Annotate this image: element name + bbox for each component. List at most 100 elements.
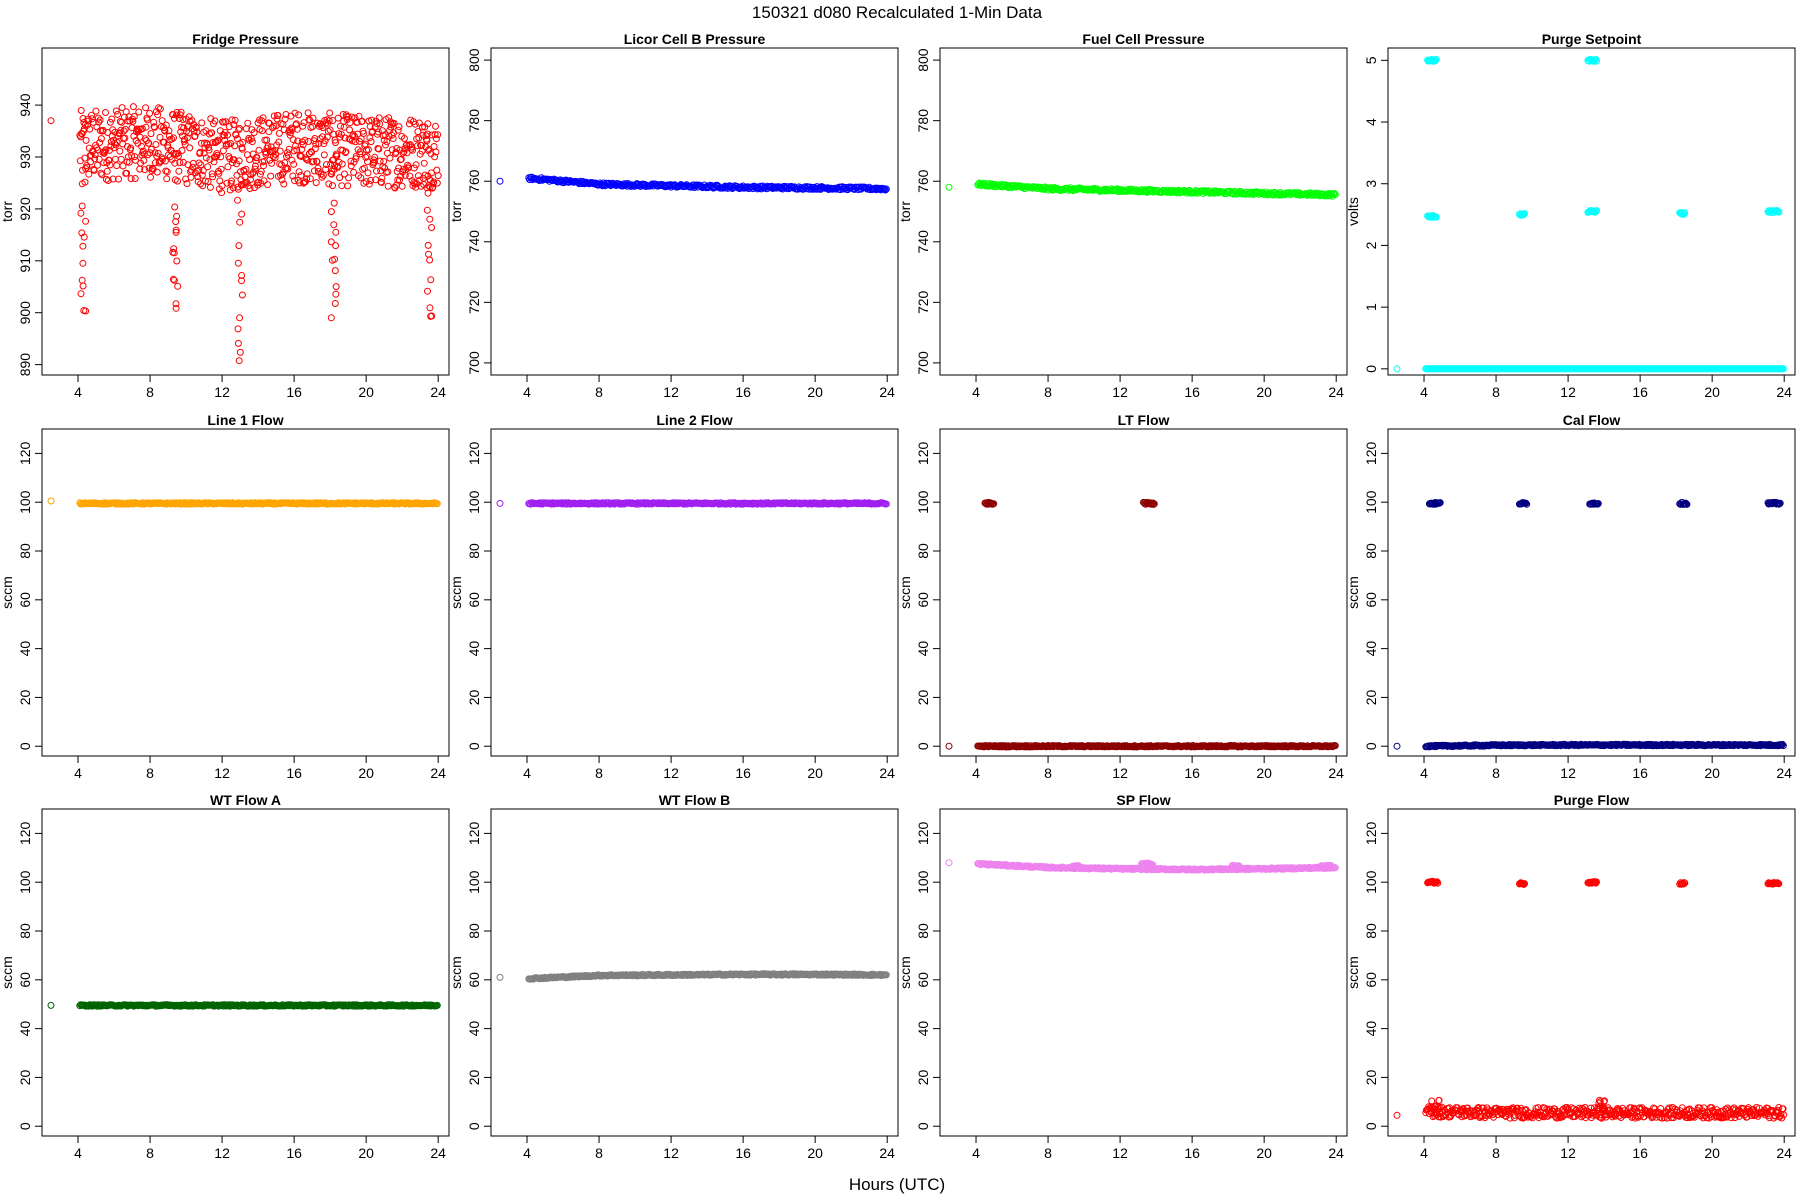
data-point xyxy=(264,142,272,150)
data-point xyxy=(225,123,233,131)
data-point xyxy=(358,117,366,125)
data-point xyxy=(189,163,197,171)
y-tick-label: 40 xyxy=(915,641,931,657)
data-point xyxy=(390,119,398,127)
data-point xyxy=(106,161,114,169)
y-tick-label: 120 xyxy=(1363,442,1379,466)
data-point xyxy=(230,156,238,164)
plot-frame xyxy=(490,47,899,376)
data-point xyxy=(172,218,180,226)
data-point xyxy=(382,141,389,149)
data-point xyxy=(346,126,353,134)
data-point xyxy=(144,151,152,159)
x-tick-label: 16 xyxy=(1632,765,1648,781)
data-point xyxy=(146,109,154,117)
x-tick-label: 24 xyxy=(1776,765,1792,781)
y-tick-label: 0 xyxy=(17,1122,33,1130)
data-point xyxy=(310,158,317,165)
data-point xyxy=(411,180,419,188)
data-point xyxy=(428,224,436,231)
data-point xyxy=(93,161,101,169)
data-point xyxy=(309,123,317,131)
data-point xyxy=(77,209,85,217)
data-point xyxy=(424,120,432,128)
data-point xyxy=(154,149,162,157)
data-point xyxy=(350,158,358,166)
data-point xyxy=(341,170,348,178)
data-point xyxy=(121,125,129,133)
data-point xyxy=(423,137,431,145)
data-point xyxy=(298,145,306,153)
y-axis-label: sccm xyxy=(1345,576,1361,609)
y-axis-label: torr xyxy=(897,201,913,222)
y-tick-label: 40 xyxy=(17,641,33,657)
y-tick-label: 20 xyxy=(915,1069,931,1085)
data-point xyxy=(293,125,301,133)
data-point xyxy=(378,179,385,186)
y-tick-label: 40 xyxy=(466,641,482,657)
x-tick-label: 8 xyxy=(595,765,603,781)
data-point xyxy=(354,146,362,154)
data-point xyxy=(368,116,376,124)
y-tick-label: 80 xyxy=(466,923,482,939)
data-point xyxy=(328,256,336,264)
data-point xyxy=(236,218,244,226)
data-point xyxy=(151,123,159,131)
data-point xyxy=(327,208,335,216)
x-tick-label: 8 xyxy=(1492,765,1500,781)
x-tick-label: 12 xyxy=(1112,384,1128,400)
data-point xyxy=(175,115,183,122)
x-tick-label: 4 xyxy=(972,765,980,781)
data-point xyxy=(80,307,88,314)
data-point xyxy=(97,135,105,143)
data-point xyxy=(1331,191,1339,199)
data-point xyxy=(1302,190,1310,198)
data-point xyxy=(224,131,231,139)
data-point xyxy=(81,178,89,186)
x-tick-label: 20 xyxy=(807,765,823,781)
data-point xyxy=(295,168,303,176)
data-point xyxy=(141,166,149,174)
data-point xyxy=(82,217,90,225)
x-tick-label: 8 xyxy=(146,765,154,781)
data-point xyxy=(496,973,504,981)
data-point xyxy=(424,172,432,180)
data-point xyxy=(228,116,236,124)
data-point xyxy=(189,159,197,167)
y-axis-label: sccm xyxy=(448,956,464,989)
y-tick-label: 0 xyxy=(466,742,482,750)
data-point xyxy=(178,147,186,154)
data-point xyxy=(610,180,618,188)
data-point xyxy=(130,113,138,120)
y-axis-label: sccm xyxy=(897,956,913,989)
data-point xyxy=(255,146,263,154)
data-point xyxy=(260,162,267,170)
panel-title: Purge Setpoint xyxy=(1542,31,1642,47)
data-point xyxy=(117,155,125,163)
data-point xyxy=(299,141,307,149)
data-point xyxy=(87,158,95,166)
y-tick-label: 930 xyxy=(17,145,33,169)
data-point xyxy=(342,148,350,156)
data-point xyxy=(153,168,161,176)
data-point xyxy=(376,120,384,128)
data-point xyxy=(364,146,372,154)
data-point xyxy=(303,175,311,183)
data-point xyxy=(231,116,239,124)
data-point xyxy=(96,139,104,147)
data-point xyxy=(333,152,341,160)
data-point xyxy=(195,159,203,167)
data-point xyxy=(345,174,353,182)
x-tick-label: 16 xyxy=(1632,384,1648,400)
data-point xyxy=(319,124,327,132)
data-point xyxy=(373,120,381,128)
data-point xyxy=(652,180,660,188)
data-point xyxy=(393,167,401,175)
data-point xyxy=(83,163,91,171)
data-point xyxy=(210,158,218,166)
x-tick-label: 12 xyxy=(214,384,230,400)
